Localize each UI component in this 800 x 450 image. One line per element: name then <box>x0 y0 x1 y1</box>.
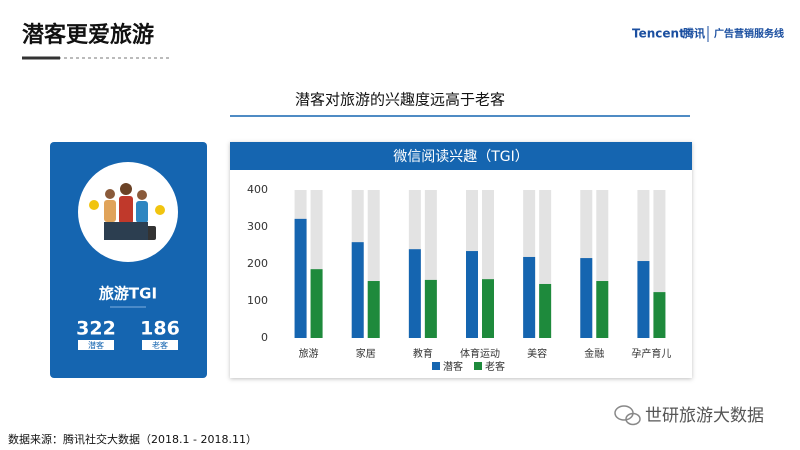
source-note: 数据来源：腾讯社交大数据（2018.1 - 2018.11） <box>8 432 257 446</box>
bar <box>539 283 552 338</box>
x-tick-label: 旅游 <box>299 347 319 360</box>
slide-title: 潜客更爱旅游 <box>22 22 154 48</box>
stat-value: 322 <box>76 318 116 340</box>
y-tick-label: 300 <box>247 220 268 233</box>
bar <box>408 249 421 338</box>
bar <box>596 281 609 338</box>
travellers-illustration <box>89 183 165 240</box>
x-tick-label: 美容 <box>527 347 547 360</box>
y-tick-label: 0 <box>261 331 268 344</box>
bar <box>653 292 666 338</box>
panel-title: 旅游TGI <box>99 285 157 303</box>
bar <box>637 261 650 338</box>
x-tick-label: 体育运动 <box>460 347 500 360</box>
bar <box>424 279 437 338</box>
x-tick-label: 孕产育儿 <box>631 347 671 360</box>
bar <box>310 269 323 338</box>
watermark: 世研旅游大数据 <box>645 406 764 426</box>
chart-header <box>230 142 692 170</box>
bar <box>367 281 380 338</box>
x-tick-label: 教育 <box>413 347 433 360</box>
wechat-icon <box>614 405 641 426</box>
chart-panel <box>230 142 692 378</box>
bar <box>466 251 478 338</box>
bar <box>482 279 494 338</box>
brand-cn: 腾讯 <box>683 26 705 40</box>
legend-swatch <box>474 362 482 370</box>
x-tick-label: 金融 <box>584 347 604 360</box>
legend-label: 潜客 <box>443 360 463 373</box>
y-tick-label: 100 <box>247 294 268 307</box>
subtitle: 潜客对旅游的兴趣度远高于老客 <box>295 91 505 109</box>
bar <box>294 218 307 338</box>
legend-swatch <box>432 362 440 370</box>
bar <box>351 242 364 338</box>
stat-label-box <box>142 340 178 350</box>
y-tick-label: 400 <box>247 183 268 196</box>
y-tick-label: 200 <box>247 257 268 270</box>
bar <box>523 256 536 338</box>
bar <box>580 258 593 338</box>
stat-value: 186 <box>140 318 180 340</box>
division: 广告营销服务线 <box>714 27 784 40</box>
x-tick-label: 家居 <box>356 347 376 360</box>
stat-label: 潜客 <box>88 340 104 350</box>
stat-label-box <box>78 340 114 350</box>
stat-label: 老客 <box>152 340 168 350</box>
brand: Tencent <box>632 27 685 41</box>
legend-label: 老客 <box>485 360 505 373</box>
chart-title: 微信阅读兴趣（TGI） <box>393 148 529 165</box>
